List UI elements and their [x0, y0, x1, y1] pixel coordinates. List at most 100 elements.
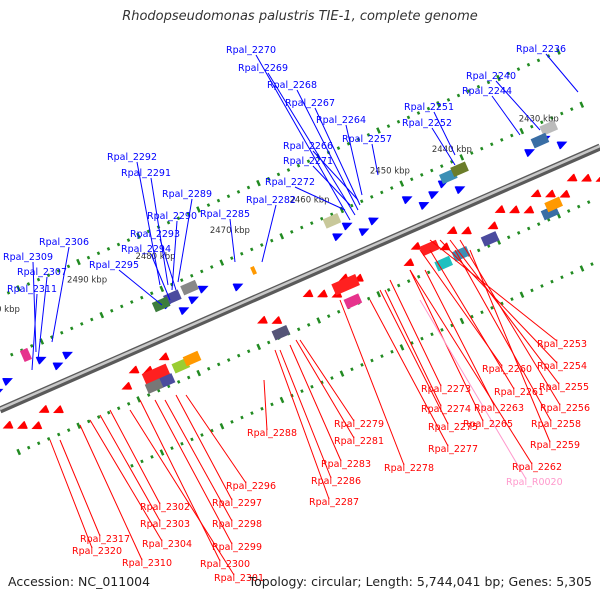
bottom-feature — [331, 273, 360, 296]
gene-label: Rpal_2252 — [402, 118, 452, 129]
tick-mark — [306, 159, 311, 164]
bottom-gene — [128, 365, 140, 374]
label-leader — [419, 299, 527, 480]
label-leader — [296, 89, 359, 211]
top-gene — [428, 191, 439, 200]
gene-arrow — [523, 205, 535, 214]
gene-label: Rpal_2282 — [246, 195, 296, 206]
gene-label: Rpal_2291 — [121, 168, 171, 179]
tick-mark — [140, 459, 144, 464]
tick-mark — [336, 309, 341, 314]
label-leader — [32, 261, 37, 353]
gene-label: Rpal_2281 — [334, 436, 384, 447]
kbp-label: 2460 kbp — [289, 195, 329, 205]
bottom-gene — [302, 289, 314, 298]
label-leader — [51, 246, 70, 343]
tick-mark — [126, 238, 131, 243]
tick-mark — [180, 278, 184, 282]
gene-arrow — [545, 189, 556, 198]
tick-mark — [510, 133, 514, 138]
top-gene — [197, 285, 209, 294]
tick-mark — [176, 216, 181, 221]
label-leader — [454, 249, 552, 422]
tick-mark — [560, 111, 564, 116]
tick-mark — [210, 265, 214, 269]
gene-label: Rpal_2292 — [107, 152, 157, 163]
top-gene — [178, 307, 190, 316]
top-feature — [539, 120, 559, 136]
top-gene — [358, 228, 370, 237]
tick-mark — [46, 273, 51, 278]
label-leader — [267, 72, 356, 216]
gene-label: Rpal_2265 — [463, 419, 513, 430]
gene-arrow — [232, 283, 244, 292]
feature-box — [331, 273, 360, 296]
gene-arrow — [524, 149, 535, 157]
label-leader — [491, 95, 521, 136]
tick-mark — [246, 185, 251, 190]
label-leader — [469, 249, 551, 443]
gene-arrow — [188, 296, 199, 305]
tick-mark — [10, 352, 14, 357]
bottom-feature — [144, 378, 164, 394]
tick-mark — [476, 84, 481, 89]
gene-label: Rpal_2278 — [384, 463, 434, 474]
label-leader — [79, 424, 143, 561]
tick-mark — [260, 243, 264, 247]
gene-label: Rpal_2275 — [428, 422, 478, 433]
gene-label: Rpal_2286 — [311, 476, 361, 487]
gene-arrow — [302, 289, 314, 298]
gene-arrow — [2, 377, 13, 386]
tick-mark — [390, 349, 394, 354]
tick-mark — [226, 194, 231, 199]
tick-mark — [480, 310, 484, 315]
label-leader — [379, 289, 449, 425]
gene-arrow — [62, 351, 73, 360]
label-leader — [295, 339, 355, 439]
bottom-gene — [317, 289, 328, 298]
gene-label: Rpal_2295 — [89, 260, 139, 271]
tick-mark — [486, 80, 491, 85]
gene-label: Rpal_2240 — [466, 71, 516, 82]
label-leader — [289, 344, 342, 462]
gene-arrow — [556, 141, 568, 150]
top-gene — [401, 196, 413, 205]
top-gene — [556, 141, 568, 150]
tick-mark — [159, 285, 165, 293]
tick-mark — [420, 173, 424, 177]
tick-mark — [430, 332, 434, 337]
tick-mark — [176, 380, 181, 384]
tick-mark — [186, 375, 191, 380]
label-leader — [429, 249, 515, 390]
tick-mark — [386, 124, 391, 129]
bottom-gene — [566, 173, 578, 182]
gene-label: Rpal_2310 — [122, 558, 172, 569]
tick-mark — [490, 142, 494, 147]
gene-label: Rpal_2288 — [247, 428, 297, 439]
tick-mark — [476, 248, 481, 253]
tick-mark — [76, 258, 81, 266]
tick-mark — [446, 97, 451, 102]
gene-label: Rpal_2304 — [142, 539, 192, 550]
tick-mark — [579, 265, 585, 272]
tick-mark — [306, 323, 311, 327]
gene-label: Rpal_2317 — [80, 534, 130, 545]
bottom-gene — [31, 421, 43, 430]
tick-mark — [350, 203, 354, 208]
tick-mark — [416, 274, 421, 279]
bottom-gene — [53, 405, 64, 414]
tick-mark — [246, 349, 251, 354]
axis-line — [0, 144, 600, 411]
gene-label: Rpal_2309 — [3, 252, 53, 263]
gene-label: Rpal_2268 — [267, 80, 317, 91]
label-leader — [59, 439, 101, 537]
gene-label: Rpal_2279 — [334, 419, 384, 430]
label-leader — [433, 111, 456, 156]
tick-mark — [196, 369, 202, 377]
label-leader — [177, 198, 193, 283]
bottom-gene — [38, 405, 50, 413]
label-leader — [129, 409, 235, 576]
tick-mark — [339, 370, 345, 377]
gene-label: Rpal_2297 — [212, 498, 262, 509]
tick-mark — [56, 268, 61, 273]
